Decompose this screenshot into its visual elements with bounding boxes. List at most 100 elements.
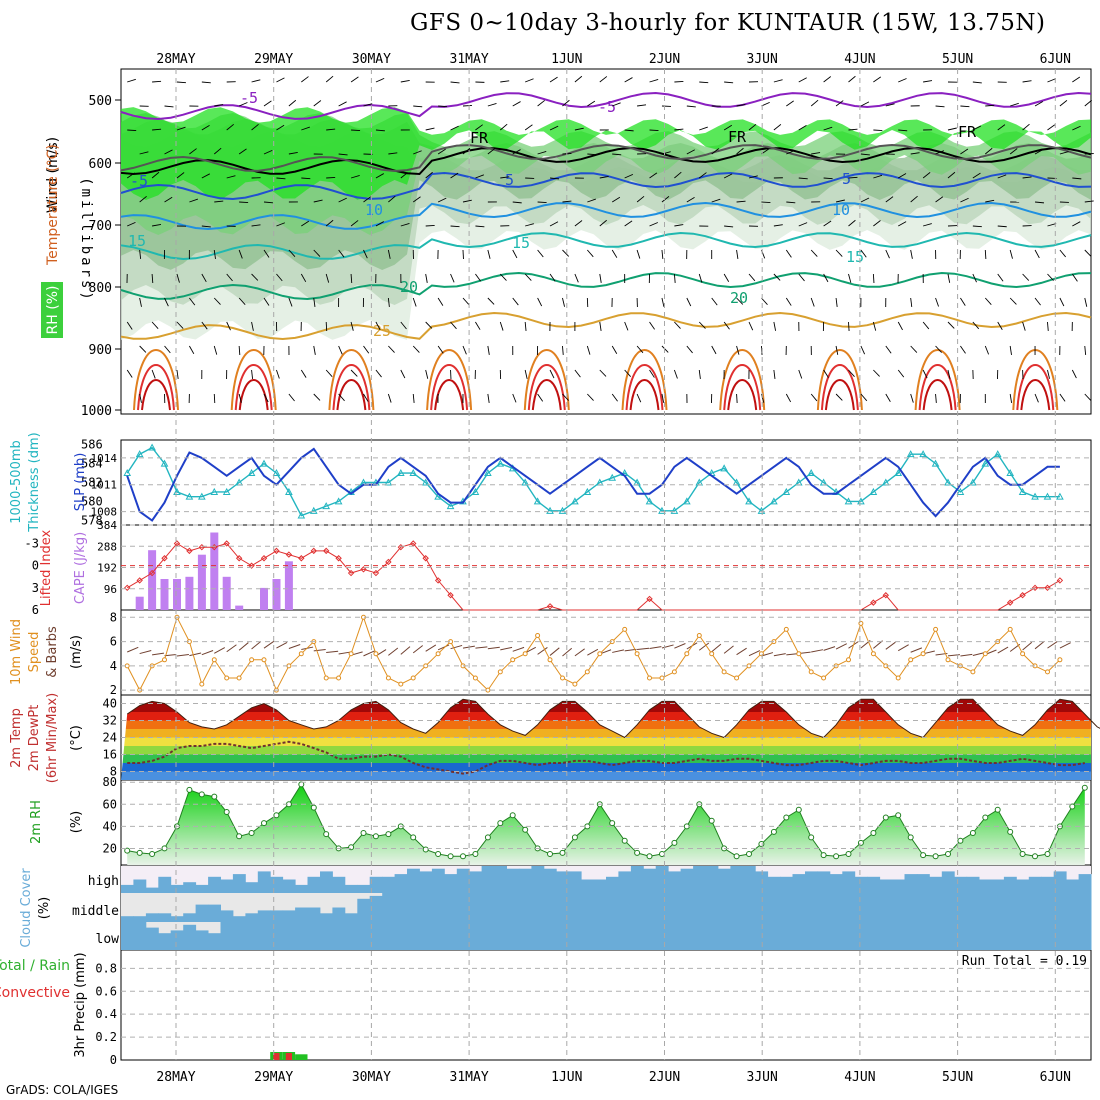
thickness-point	[210, 487, 219, 495]
thickness-point	[197, 492, 206, 500]
wind-barb	[798, 273, 805, 282]
wind-barb	[313, 297, 316, 307]
wind-speed-point	[671, 669, 677, 675]
wind-barb	[164, 149, 173, 155]
cloud-cell	[693, 866, 706, 893]
wind-barb	[276, 77, 285, 83]
cloud-cell	[220, 879, 234, 893]
wind-barb	[724, 225, 734, 228]
wind-barb	[288, 151, 298, 155]
surface-wind-barb	[562, 647, 573, 657]
wind-barb	[500, 123, 508, 131]
rh-point	[447, 853, 454, 860]
temperature-contour	[120, 311, 1092, 341]
surface-wind-barb	[412, 645, 424, 654]
wind-barb	[835, 345, 839, 355]
wind-barb	[350, 76, 359, 83]
cloud-cell	[1053, 871, 1067, 893]
wind-barb	[201, 124, 210, 131]
wind-barb	[599, 76, 608, 83]
precip-bar	[295, 1054, 308, 1060]
cloud-cell	[158, 913, 172, 922]
lifted-index-point	[1006, 599, 1014, 606]
slp-tick: 1014	[91, 452, 118, 465]
cloud-cell	[717, 868, 731, 893]
cloud-cell	[668, 893, 682, 922]
thickness-point	[1006, 469, 1015, 477]
wind-tick: 4	[110, 659, 117, 673]
rh-point	[945, 851, 951, 857]
wind-barb	[1084, 345, 1087, 356]
surface-wind-barb	[214, 647, 226, 654]
surface-wind-barb	[736, 647, 747, 656]
wind-barb	[1059, 393, 1066, 402]
cloud-cell	[357, 884, 371, 893]
wind-barb	[972, 172, 981, 179]
rh-point	[124, 847, 131, 854]
wind-barb	[661, 151, 671, 155]
rh-point	[460, 853, 466, 860]
wind-barb	[898, 78, 907, 83]
cloud-cell	[407, 922, 420, 950]
cloud-cell	[929, 922, 943, 950]
wind-barb	[611, 345, 618, 354]
wind-barb	[661, 195, 670, 203]
rh-point	[422, 846, 429, 853]
cape-bar	[260, 587, 268, 610]
wind-barb	[412, 393, 415, 404]
cloud-cell	[792, 874, 806, 893]
wind-barb	[848, 75, 856, 83]
chart-marks	[121, 443, 1100, 1060]
surface-wind-barb	[201, 650, 214, 656]
cloud-cell	[494, 893, 507, 922]
thickness-point	[993, 450, 1002, 458]
wind-barb	[711, 297, 718, 306]
cloud-cell	[1053, 893, 1067, 922]
surface-wind-barb	[587, 648, 599, 656]
cloud-cell	[941, 893, 955, 922]
cloud-cell	[456, 868, 470, 893]
wind-barb	[898, 173, 907, 179]
cloud-cell	[195, 904, 209, 922]
cloud-cell	[593, 879, 607, 893]
cloud-cell	[593, 893, 607, 922]
rh-point	[758, 841, 765, 847]
wind-barb	[1084, 200, 1094, 203]
wind-barb	[475, 273, 482, 282]
wind-title: 10m Wind	[9, 619, 24, 685]
wind-barb	[574, 369, 581, 378]
cloud-cell	[755, 893, 769, 922]
wind-barb	[487, 393, 490, 403]
wind-barb	[512, 201, 522, 204]
lifted-index-point	[298, 555, 305, 562]
wind-barb	[326, 128, 336, 131]
wind-barb	[1059, 151, 1069, 155]
wind-barb	[810, 99, 819, 107]
temperature-contour	[120, 143, 1092, 173]
cape-bar	[197, 554, 206, 610]
cloud-cell	[643, 922, 657, 950]
surface-wind-barb	[537, 647, 548, 655]
rh-area	[127, 784, 1085, 865]
wind-barb	[313, 100, 322, 107]
cloud-cell	[1028, 876, 1042, 893]
cloud-cell	[568, 871, 582, 893]
rh-point	[186, 786, 193, 793]
wind-barb	[288, 99, 297, 107]
wind-barb	[127, 129, 137, 132]
wind-barb	[524, 321, 527, 332]
wind-barb	[525, 223, 534, 227]
cloud-cell	[817, 893, 831, 922]
cloud-cell	[518, 868, 532, 893]
credit-text: GrADS: COLA/IGES	[6, 1083, 119, 1097]
wind-barb	[898, 221, 907, 227]
wind-barb	[251, 273, 259, 281]
wind-barb	[189, 198, 199, 203]
cloud-cell	[954, 876, 968, 893]
wind-barb	[599, 321, 602, 331]
cloud-cell	[469, 922, 483, 950]
wind-barb	[562, 345, 564, 356]
wind-barb	[1059, 249, 1066, 258]
wind-barb	[674, 321, 681, 329]
